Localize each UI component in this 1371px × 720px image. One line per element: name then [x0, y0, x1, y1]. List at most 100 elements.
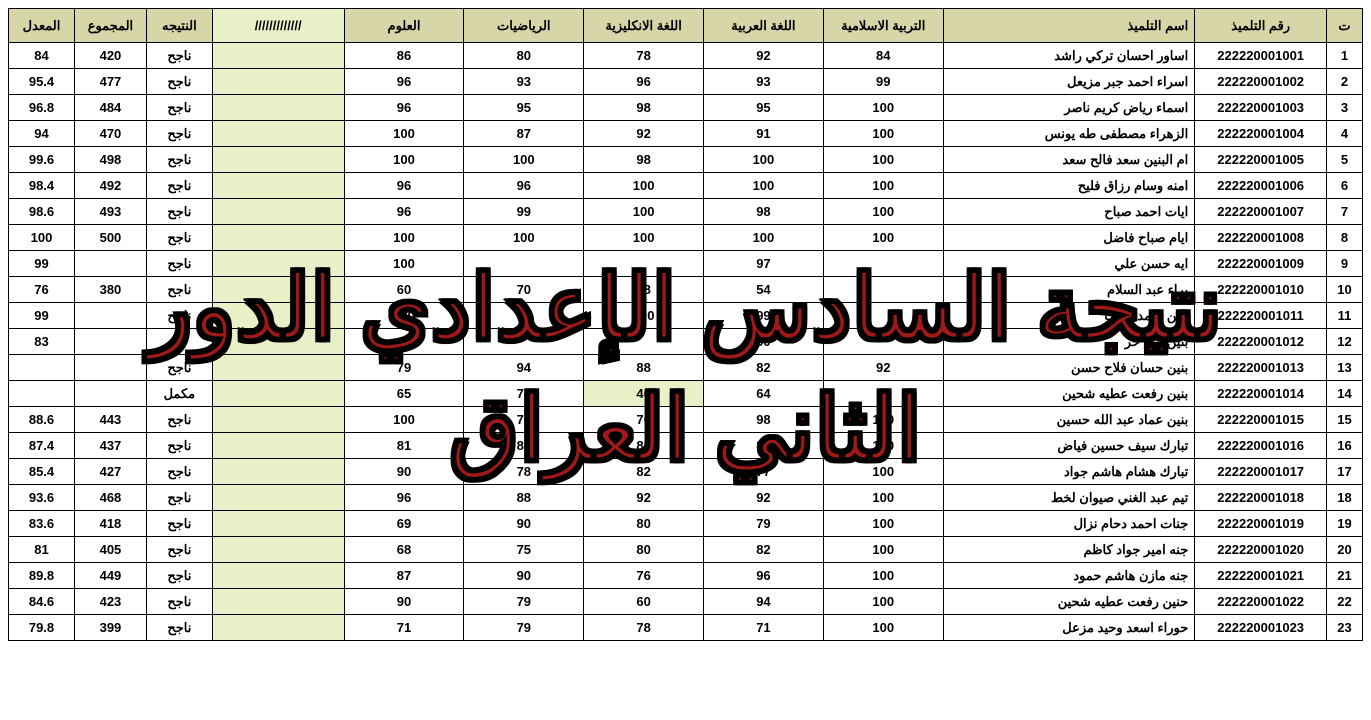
cell-seq: 1 — [1327, 43, 1363, 69]
cell-arabic: 82 — [704, 537, 824, 563]
cell-blank — [212, 407, 344, 433]
cell-total — [75, 381, 147, 407]
cell-id: 222220001009 — [1195, 251, 1327, 277]
cell-seq: 18 — [1327, 485, 1363, 511]
cell-name: ايات احمد صباح — [943, 199, 1195, 225]
cell-name: تبارك سيف حسين فياض — [943, 433, 1195, 459]
cell-arabic: 96 — [704, 563, 824, 589]
cell-result — [146, 329, 212, 355]
cell-blank — [212, 615, 344, 641]
cell-blank — [212, 121, 344, 147]
cell-arabic: 90 — [704, 329, 824, 355]
cell-science: 100 — [344, 303, 464, 329]
cell-math: 80 — [464, 43, 584, 69]
cell-name: بنين احمد وهاب — [943, 303, 1195, 329]
cell-name: بنين بهاء حر — [943, 329, 1195, 355]
cell-result: ناجح — [146, 303, 212, 329]
cell-blank — [212, 563, 344, 589]
table-header-row: ترقم التلميذاسم التلميذالتربية الاسلامية… — [9, 9, 1363, 43]
cell-total: 449 — [75, 563, 147, 589]
cell-arabic: 64 — [704, 381, 824, 407]
cell-arabic: 98 — [704, 199, 824, 225]
cell-science: 96 — [344, 485, 464, 511]
cell-total: 437 — [75, 433, 147, 459]
header-avg: المعدل — [9, 9, 75, 43]
cell-science: 79 — [344, 355, 464, 381]
table-row: 4222220001004الزهراء مصطفى طه يونس100919… — [9, 121, 1363, 147]
cell-science: 60 — [344, 277, 464, 303]
cell-seq: 4 — [1327, 121, 1363, 147]
cell-math: 100 — [464, 147, 584, 173]
cell-science: 87 — [344, 563, 464, 589]
cell-seq: 21 — [1327, 563, 1363, 589]
cell-result: ناجح — [146, 173, 212, 199]
cell-result: ناجح — [146, 121, 212, 147]
cell-islamic: 100 — [823, 433, 943, 459]
cell-islamic: 100 — [823, 121, 943, 147]
cell-result: ناجح — [146, 277, 212, 303]
cell-math: 78 — [464, 459, 584, 485]
cell-id: 222220001005 — [1195, 147, 1327, 173]
cell-total — [75, 251, 147, 277]
cell-id: 222220001008 — [1195, 225, 1327, 251]
cell-id: 222220001015 — [1195, 407, 1327, 433]
cell-total: 477 — [75, 69, 147, 95]
cell-science — [344, 329, 464, 355]
cell-english: 80 — [584, 511, 704, 537]
cell-science: 90 — [344, 589, 464, 615]
cell-result: ناجح — [146, 43, 212, 69]
cell-avg — [9, 355, 75, 381]
cell-name: حنين رفعت عطيه شحين — [943, 589, 1195, 615]
cell-avg: 84 — [9, 43, 75, 69]
cell-avg: 95.4 — [9, 69, 75, 95]
cell-math: 99 — [464, 199, 584, 225]
cell-seq: 23 — [1327, 615, 1363, 641]
header-math: الرياضيات — [464, 9, 584, 43]
cell-blank — [212, 173, 344, 199]
cell-total: 399 — [75, 615, 147, 641]
cell-seq: 19 — [1327, 511, 1363, 537]
cell-english: 78 — [584, 43, 704, 69]
cell-islamic: 90 — [823, 381, 943, 407]
cell-name: براء عبد السلام — [943, 277, 1195, 303]
cell-avg: 79.8 — [9, 615, 75, 641]
cell-total: 423 — [75, 589, 147, 615]
cell-name: ام البنين سعد فالح سعد — [943, 147, 1195, 173]
cell-avg: 98.6 — [9, 199, 75, 225]
table-row: 11222220001011بنين احمد وهاب9910080100نا… — [9, 303, 1363, 329]
cell-math: 80 — [464, 433, 584, 459]
cell-total: 405 — [75, 537, 147, 563]
cell-id: 222220001014 — [1195, 381, 1327, 407]
table-row: 14222220001014بنين رفعت عطيه شحين9064407… — [9, 381, 1363, 407]
cell-english: 98 — [584, 147, 704, 173]
cell-science: 100 — [344, 225, 464, 251]
cell-seq: 16 — [1327, 433, 1363, 459]
header-name: اسم التلميذ — [943, 9, 1195, 43]
cell-name: اسماء رياض كريم ناصر — [943, 95, 1195, 121]
cell-english: 98 — [584, 95, 704, 121]
cell-blank — [212, 329, 344, 355]
cell-total: 468 — [75, 485, 147, 511]
cell-science: 96 — [344, 69, 464, 95]
cell-english: 80 — [584, 537, 704, 563]
cell-english: 76 — [584, 563, 704, 589]
table-row: 16222220001016تبارك سيف حسين فياض1008888… — [9, 433, 1363, 459]
table-row: 5222220001005ام البنين سعد فالح سعد10010… — [9, 147, 1363, 173]
cell-english: 78 — [584, 615, 704, 641]
cell-islamic: 92 — [823, 355, 943, 381]
cell-blank — [212, 381, 344, 407]
cell-id: 222220001018 — [1195, 485, 1327, 511]
cell-english: 92 — [584, 485, 704, 511]
cell-seq: 8 — [1327, 225, 1363, 251]
cell-math: 95 — [464, 95, 584, 121]
cell-islamic: 100 — [823, 589, 943, 615]
cell-math: 79 — [464, 589, 584, 615]
cell-seq: 6 — [1327, 173, 1363, 199]
cell-arabic: 79 — [704, 511, 824, 537]
cell-math: 88 — [464, 485, 584, 511]
table-row: 3222220001003اسماء رياض كريم ناصر1009598… — [9, 95, 1363, 121]
cell-science: 100 — [344, 121, 464, 147]
cell-blank — [212, 277, 344, 303]
cell-result: ناجح — [146, 147, 212, 173]
cell-total — [75, 329, 147, 355]
